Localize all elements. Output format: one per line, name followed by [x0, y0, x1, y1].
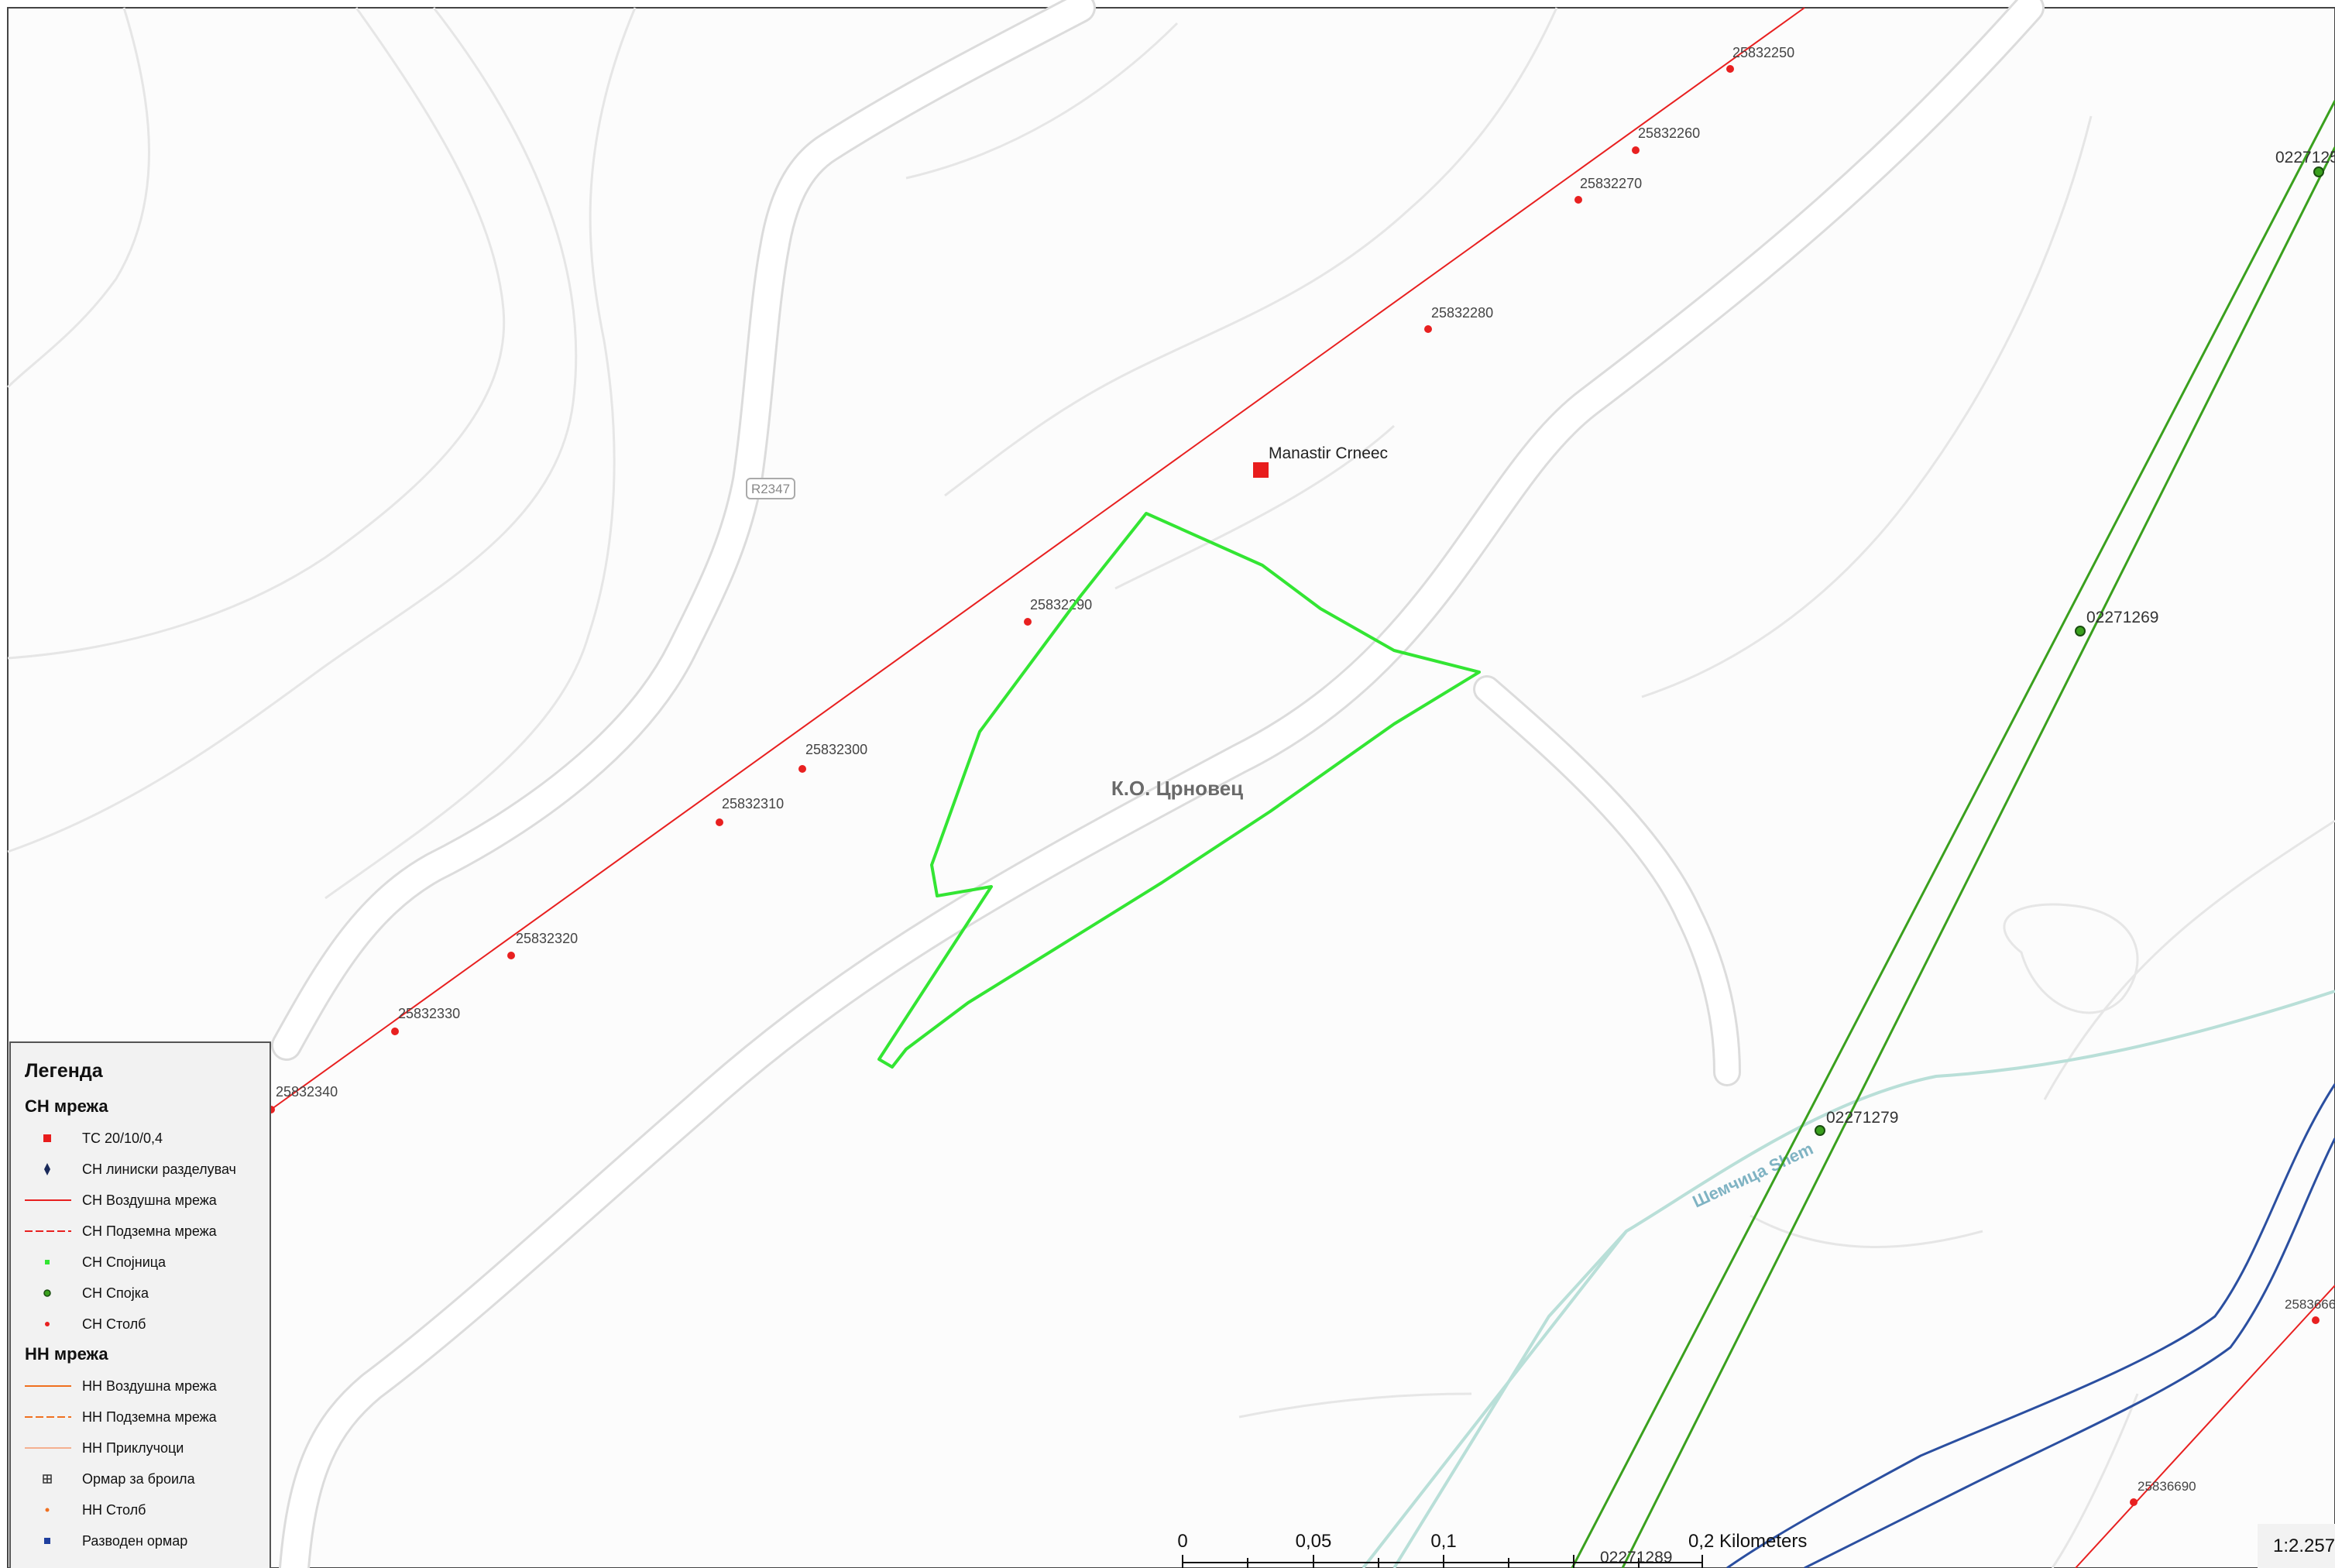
road-r2347 [271, 0, 1096, 1061]
sn-joint-symbol-icon [25, 1254, 82, 1270]
sn-junction[interactable] [1815, 1125, 1825, 1136]
scale-tick-0-05: 0,05 [1296, 1531, 1332, 1552]
legend-item: НН Подземна мрежа [25, 1402, 270, 1432]
sn-pole[interactable] [1726, 65, 1734, 73]
sn-pole[interactable] [1024, 618, 1032, 626]
area-label: К.О. Црновец [1111, 777, 1243, 800]
river-shemchica [1362, 990, 2335, 1568]
junction-label: 02271269 [2086, 609, 2158, 626]
pole-label: 25832300 [805, 742, 867, 757]
nn-underground-line-symbol-icon [25, 1409, 82, 1425]
legend-item: НН Столб [25, 1494, 270, 1525]
legend-title: Легенда [25, 1060, 103, 1082]
sn-pole[interactable] [798, 765, 806, 773]
meter-cabinet-symbol-icon [25, 1471, 82, 1487]
sn-overhead-line[interactable] [263, 7, 1805, 1116]
scale-tick-0-2: 0,2 Kilometers [1688, 1531, 1807, 1552]
sn-underground-line-symbol-icon [25, 1223, 82, 1239]
legend-label: СН Спојница [82, 1254, 167, 1270]
contours [6, 7, 2335, 1568]
legend-panel: Легенда СН мрежа ТС 20/10/0,4 СН линиски… [9, 1041, 271, 1568]
sn-junctions[interactable] [1815, 166, 2324, 1136]
legend-label: НН Приклучоци [82, 1439, 184, 1456]
sn-pole[interactable] [391, 1028, 399, 1035]
sn-junction[interactable] [2313, 166, 2324, 177]
legend-item: СН линиски разделувач [25, 1154, 270, 1185]
nn-pole-symbol-icon [25, 1502, 82, 1518]
sn-pole[interactable] [2130, 1498, 2138, 1506]
legend-item: Разводен ормар [25, 1525, 270, 1556]
legend-item: СН Подземна мрежа [25, 1216, 270, 1247]
road-label: R2347 [751, 482, 790, 496]
sn-overhead-line-symbol-icon [25, 1192, 82, 1208]
legend-label: СН Спојка [82, 1285, 149, 1301]
road-branch [1473, 675, 1741, 1086]
scale-tick-0: 0 [1177, 1531, 1187, 1552]
cadastral-boundary[interactable] [877, 512, 1481, 1069]
scale-ratio: 1:2.257 [2258, 1524, 2335, 1568]
sn-pole[interactable] [1574, 196, 1582, 204]
legend-label: Разводен ормар [82, 1532, 188, 1549]
substation-label: Manastir Crneec [1269, 444, 1388, 462]
nn-overhead-line-symbol-icon [25, 1378, 82, 1394]
pole-label: 25832330 [398, 1006, 460, 1021]
legend-label: СН Воздушна мрежа [82, 1192, 217, 1208]
legend-label: СН Подземна мрежа [82, 1223, 217, 1239]
road-shield: R2347 [746, 478, 795, 499]
roads [271, 0, 2045, 1568]
legend-section-nn: НН мрежа [25, 1344, 108, 1364]
substation-marker[interactable] [1253, 462, 1269, 478]
legend-label: СН линиски разделувач [82, 1161, 236, 1177]
road-diagonal [279, 0, 2045, 1568]
legend-label: Ормар за броила [82, 1470, 195, 1487]
legend-label: ТС 20/10/0,4 [82, 1130, 163, 1146]
pole-label: 25832260 [1638, 125, 1700, 141]
legend-item: НН Приклучоци [25, 1432, 270, 1463]
sn-pole[interactable] [507, 952, 515, 959]
pole-label: 25832290 [1030, 597, 1092, 612]
legend-item: СН Спојница [25, 1247, 270, 1278]
pole-label: 25832320 [516, 931, 578, 946]
legend-item: СН Воздушна мрежа [25, 1185, 270, 1216]
legend-item: СН Столб [25, 1309, 270, 1340]
disconnector-symbol-icon [25, 1161, 82, 1177]
pole-label: 25832310 [722, 796, 784, 811]
pole-label: 25836690 [2138, 1479, 2196, 1494]
legend-item: СН Спојка [25, 1278, 270, 1309]
sn-junction[interactable] [2075, 626, 2086, 636]
sn-pole[interactable] [2312, 1316, 2320, 1324]
legend-label: СН Столб [82, 1316, 146, 1332]
sn-line-lower-right[interactable] [2075, 1285, 2335, 1568]
sn-pole[interactable] [1424, 325, 1432, 333]
sn-pole-symbol-icon [25, 1316, 82, 1332]
sn-pole[interactable] [716, 818, 723, 826]
power-corridor[interactable] [1571, 100, 2335, 1568]
pole-label: 25832280 [1431, 305, 1493, 321]
legend-item: ТС 20/10/0,4 [25, 1123, 270, 1154]
substation-symbol-icon [25, 1131, 82, 1146]
legend-item: Ормар за броила [25, 1463, 270, 1494]
sn-junction-symbol-icon [25, 1285, 82, 1301]
legend-label: НН Столб [82, 1501, 146, 1518]
distribution-cabinet-symbol-icon [25, 1533, 82, 1549]
legend-label: НН Подземна мрежа [82, 1408, 217, 1425]
legend-label: НН Воздушна мрежа [82, 1378, 217, 1394]
pole-label: 25832340 [276, 1084, 338, 1100]
scale-tick-0-1: 0,1 [1430, 1531, 1456, 1552]
sn-pole[interactable] [1632, 146, 1640, 154]
blue-lines [1726, 1083, 2335, 1568]
nn-connection-symbol-icon [25, 1440, 82, 1456]
junction-label: 0227125 [2275, 149, 2335, 166]
legend-section-sn: СН мрежа [25, 1096, 108, 1116]
junction-label: 02271289 [1600, 1549, 1672, 1566]
legend-item: НН Воздушна мрежа [25, 1371, 270, 1402]
pole-label: 25832270 [1580, 176, 1642, 191]
junction-label: 02271279 [1826, 1109, 1898, 1127]
pole-label: 25832250 [1732, 45, 1794, 60]
scale-bar: 0 0,05 0,1 0,2 Kilometers [1177, 1531, 1807, 1568]
pole-label: 2583666 [2285, 1297, 2335, 1312]
